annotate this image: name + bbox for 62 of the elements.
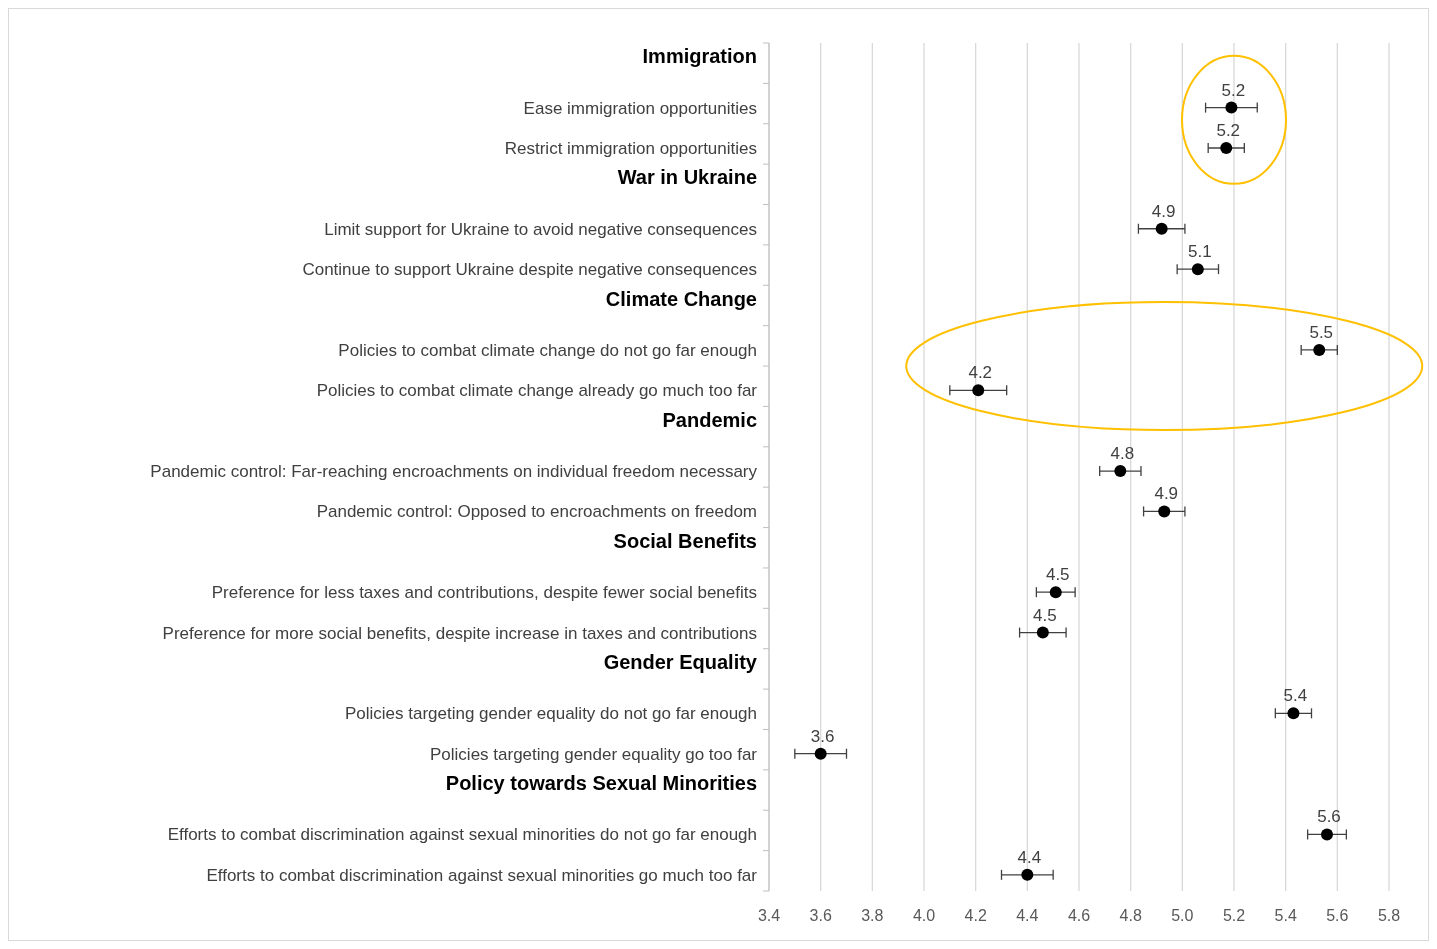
y-tick-label: War in Ukraine	[617, 166, 757, 189]
x-tick-label: 3.4	[757, 907, 781, 924]
data-label: 4.5	[1033, 605, 1057, 625]
point	[1036, 626, 1049, 639]
point	[1114, 465, 1127, 478]
x-tick-label: 4.6	[1067, 907, 1091, 924]
data-label: 5.4	[1283, 686, 1308, 706]
x-tick-label: 3.6	[809, 907, 832, 924]
x-tick-label: 5.0	[1171, 907, 1194, 924]
y-tick-label: Policies to combat climate change already go much too far	[316, 381, 758, 401]
data-label: 4.8	[1110, 444, 1135, 464]
point	[1287, 707, 1300, 720]
point	[1021, 868, 1034, 881]
data-label: 5.2	[1221, 80, 1246, 100]
y-tick-label: Pandemic control: Opposed to encroachments on freedom	[316, 502, 757, 522]
x-tick-label: 4.4	[1016, 907, 1039, 924]
y-tick-label: Preference for less taxes and contributions, despite fewer social benefits	[211, 583, 757, 603]
x-tick-label: 5.4	[1274, 907, 1297, 924]
y-tick-label: Efforts to combat discrimination against sexual minorities do not go far enough	[167, 825, 757, 845]
y-tick-label: Climate Change	[605, 287, 757, 310]
data-label: 4.5	[1045, 565, 1070, 585]
point	[972, 384, 985, 397]
y-tick-label: Gender Equality	[603, 650, 758, 673]
y-tick-label: Policies targeting gender equality go too far	[430, 744, 758, 764]
point	[1191, 263, 1204, 276]
point	[1225, 101, 1238, 114]
point	[1155, 222, 1168, 235]
y-tick-label: Ease immigration opportunities	[523, 98, 757, 118]
x-tick-label: 5.6	[1326, 907, 1349, 924]
y-tick-label: Pandemic	[662, 408, 757, 431]
y-tick-label: Immigration	[642, 45, 757, 68]
y-tick-label: Social Benefits	[613, 529, 757, 552]
x-tick-label: 5.8	[1377, 907, 1401, 924]
x-tick-label: 5.2	[1222, 907, 1246, 924]
y-tick-label: Policies targeting gender equality do not go far enough	[344, 704, 757, 724]
point	[1220, 141, 1233, 154]
x-tick-label: 4.2	[964, 907, 987, 924]
y-tick-label: Policy towards Sexual Minorities	[445, 772, 757, 795]
data-label: 4.9	[1151, 201, 1176, 221]
y-tick-label: Limit support for Ukraine to avoid negative consequences	[324, 219, 757, 239]
y-tick-label: Efforts to combat discrimination against sexual minorities go much too far	[206, 865, 758, 885]
point	[1321, 828, 1333, 841]
point	[1313, 343, 1326, 356]
data-label: 4.9	[1154, 484, 1179, 504]
y-tick-label: Restrict immigration opportunities	[504, 138, 757, 158]
data-label: 5.6	[1317, 807, 1341, 827]
data-label: 5.5	[1309, 322, 1334, 342]
point	[1049, 586, 1062, 599]
x-tick-label: 4.8	[1119, 907, 1142, 924]
y-tick-label: Pandemic control: Far-reaching encroachments on individual freedom necessary	[150, 462, 758, 482]
point	[814, 747, 827, 760]
data-label: 3.6	[810, 726, 835, 746]
data-label: 4.2	[968, 363, 993, 383]
data-label: 4.4	[1017, 847, 1042, 867]
y-tick-label: Policies to combat climate change do not go far enough	[338, 340, 757, 360]
point	[1158, 505, 1171, 518]
y-tick-label: Preference for more social benefits, despite increase in taxes and contributions	[162, 623, 757, 643]
y-tick-label: Continue to support Ukraine despite negative consequences	[302, 260, 757, 280]
x-tick-label: 4.0	[912, 907, 936, 924]
x-tick-label: 3.8	[861, 907, 884, 924]
data-label: 5.2	[1216, 120, 1241, 140]
data-label: 5.1	[1188, 242, 1212, 262]
